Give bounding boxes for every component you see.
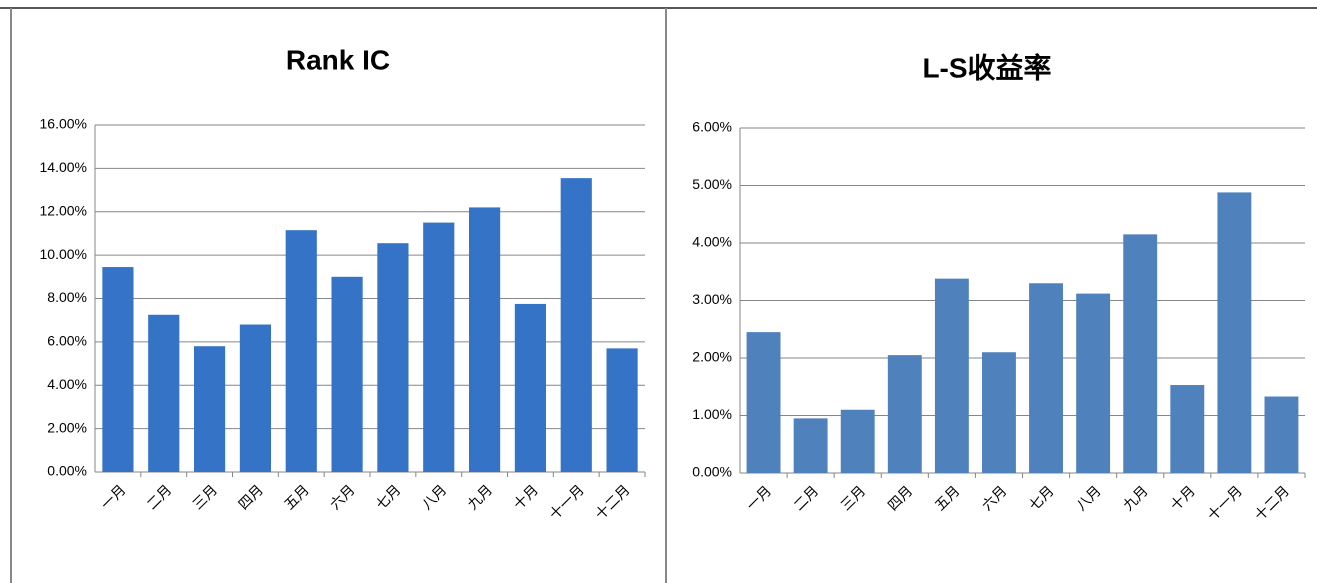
x-tick-label: 十月 [510,481,541,512]
bar [514,303,546,472]
y-tick-label: 0.00% [692,464,732,480]
y-tick-label: 5.00% [692,176,732,192]
bar [1217,192,1252,473]
bar [1264,396,1299,473]
x-tick-label: 二月 [143,481,174,512]
chart-title: Rank IC [286,44,390,75]
bar [746,332,781,473]
x-tick-label: 四月 [884,482,915,513]
bar [934,278,969,473]
x-tick-label: 十一月 [1204,482,1245,523]
x-tick-label: 十一月 [546,481,587,522]
x-tick-label: 六月 [327,481,358,512]
x-tick-label: 四月 [235,481,266,512]
bar [560,178,592,472]
x-tick-label: 八月 [1073,482,1104,513]
y-tick-label: 2.00% [692,349,732,365]
y-tick-label: 14.00% [40,159,87,175]
y-tick-label: 3.00% [692,291,732,307]
y-tick-label: 2.00% [47,419,87,435]
x-tick-label: 一月 [98,481,129,512]
x-tick-label: 七月 [1026,482,1057,513]
y-tick-label: 4.00% [692,234,732,250]
y-tick-label: 4.00% [47,376,87,392]
x-tick-label: 八月 [418,481,449,512]
y-tick-label: 6.00% [692,119,732,135]
x-tick-label: 九月 [464,481,495,512]
x-tick-label: 三月 [189,481,220,512]
bar [1029,283,1063,473]
bar [1123,234,1158,473]
x-tick-label: 五月 [932,482,963,513]
x-tick-label: 九月 [1120,482,1151,513]
x-tick-label: 一月 [743,482,774,513]
bar [606,348,638,472]
y-tick-label: 16.00% [40,116,87,132]
x-tick-label: 五月 [281,481,312,512]
bar [194,346,226,472]
bar [469,207,501,472]
y-tick-label: 12.00% [40,202,87,218]
y-tick-label: 10.00% [40,246,87,262]
x-tick-label: 十二月 [592,481,633,522]
bar [102,267,134,472]
x-tick-label: 七月 [373,481,404,512]
y-tick-label: 1.00% [692,406,732,422]
bar [377,243,409,472]
y-tick-label: 8.00% [47,289,87,305]
x-tick-label: 六月 [979,482,1010,513]
bar [887,355,922,473]
bar [1076,293,1111,473]
y-tick-label: 0.00% [47,463,87,479]
y-tick-label: 6.00% [47,333,87,349]
bar [1170,385,1205,473]
bar [982,352,1016,473]
bar [285,230,317,472]
bar [793,418,828,473]
bar [840,409,875,473]
x-tick-label: 二月 [790,482,821,513]
bar [331,276,363,472]
x-tick-label: 十二月 [1251,482,1292,523]
x-tick-label: 三月 [837,482,868,513]
bar [148,314,180,472]
bar [239,324,271,472]
x-tick-label: 十月 [1167,482,1198,513]
chart-title: L-S收益率 [922,51,1051,83]
bar [423,222,455,472]
